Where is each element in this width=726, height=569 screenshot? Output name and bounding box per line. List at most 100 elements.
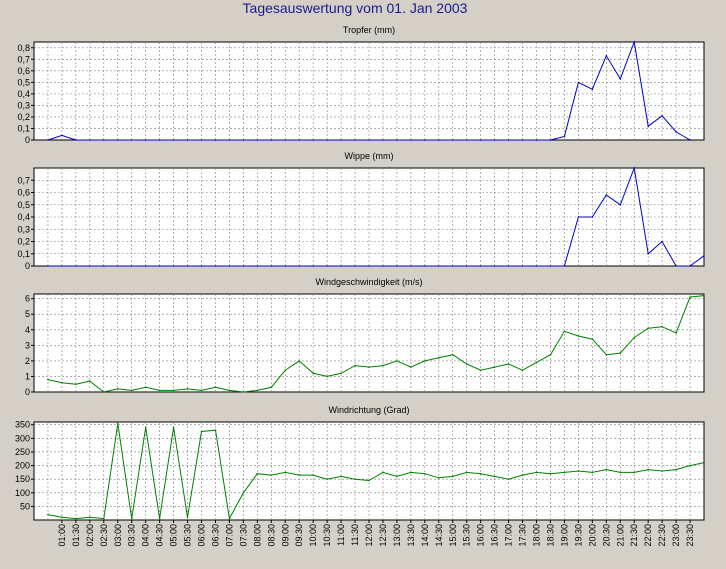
data-point bbox=[521, 265, 524, 267]
data-point bbox=[633, 336, 635, 339]
data-point bbox=[605, 194, 608, 196]
data-point bbox=[702, 255, 705, 257]
data-point bbox=[130, 389, 133, 392]
data-point bbox=[75, 383, 77, 386]
x-tick-label: 19:00 bbox=[559, 524, 569, 547]
data-point bbox=[158, 517, 161, 520]
x-tick-label: 18:30 bbox=[545, 524, 555, 547]
data-point bbox=[702, 462, 705, 464]
data-point bbox=[144, 386, 147, 389]
x-tick-label: 04:30 bbox=[155, 524, 165, 547]
data-point bbox=[382, 364, 384, 367]
data-point bbox=[410, 471, 412, 474]
y-tick-label: 0,2 bbox=[17, 112, 30, 122]
data-point bbox=[424, 360, 426, 362]
chart-panel-3: Windgeschwindigkeit (m/s) 0 1 2 3 4 5 6 bbox=[25, 277, 705, 397]
x-tick-label: 07:30 bbox=[238, 524, 248, 547]
data-point bbox=[549, 472, 552, 475]
y-tick-label: 0,6 bbox=[17, 66, 30, 76]
data-point bbox=[535, 471, 538, 474]
data-point bbox=[284, 139, 287, 141]
x-tick-label: 10:00 bbox=[308, 524, 318, 547]
data-point bbox=[61, 265, 63, 267]
data-point bbox=[144, 426, 147, 429]
panel-title: Tropfer (mm) bbox=[343, 25, 395, 35]
data-point bbox=[326, 139, 328, 141]
data-point bbox=[619, 204, 622, 206]
data-point bbox=[47, 139, 49, 141]
x-tick-label: 11:00 bbox=[336, 524, 346, 546]
data-point bbox=[130, 139, 133, 141]
panel-title: Windrichtung (Grad) bbox=[328, 405, 409, 415]
data-point bbox=[186, 139, 189, 141]
data-point bbox=[535, 361, 538, 364]
chart-panel-4: Windrichtung (Grad) 50 100 150 200 250 300 350 bbox=[15, 405, 705, 521]
data-point bbox=[549, 353, 552, 356]
x-tick-label: 13:00 bbox=[392, 524, 402, 547]
data-point bbox=[284, 471, 287, 474]
data-point bbox=[130, 265, 133, 267]
data-point bbox=[507, 478, 510, 481]
data-point bbox=[144, 139, 147, 141]
data-point bbox=[633, 167, 635, 169]
y-tick-label: 6 bbox=[25, 294, 30, 304]
y-tick-label: 0,5 bbox=[17, 200, 30, 210]
data-point bbox=[256, 472, 259, 475]
data-point bbox=[591, 338, 594, 340]
y-tick-label: 5 bbox=[25, 309, 30, 319]
x-tick-label: 16:00 bbox=[476, 524, 486, 547]
data-point bbox=[172, 265, 175, 267]
x-tick-label: 01:00 bbox=[57, 524, 67, 547]
data-point bbox=[354, 139, 356, 141]
data-point bbox=[340, 139, 342, 141]
x-tick-label: 20:30 bbox=[601, 524, 611, 547]
data-point bbox=[340, 372, 342, 375]
data-point bbox=[549, 139, 552, 141]
x-tick-label: 23:00 bbox=[671, 524, 681, 547]
data-point bbox=[577, 216, 580, 218]
x-tick-label: 01:30 bbox=[71, 524, 81, 547]
x-tick-label: 09:00 bbox=[280, 524, 290, 547]
data-point bbox=[563, 135, 566, 138]
data-point bbox=[270, 386, 273, 389]
x-tick-label: 22:30 bbox=[657, 524, 667, 547]
data-point bbox=[368, 265, 370, 267]
data-point bbox=[89, 265, 91, 267]
data-point bbox=[647, 327, 649, 330]
data-point bbox=[47, 378, 49, 381]
x-tick-label: 03:30 bbox=[127, 524, 137, 547]
y-tick-label: 50 bbox=[20, 501, 30, 511]
data-point bbox=[256, 265, 259, 267]
data-point bbox=[591, 88, 594, 91]
data-point bbox=[647, 468, 649, 471]
data-point bbox=[452, 265, 454, 267]
x-tick-label: 12:00 bbox=[364, 524, 374, 547]
data-point bbox=[633, 41, 635, 43]
data-point bbox=[382, 471, 384, 474]
x-tick-label: 06:30 bbox=[210, 524, 220, 547]
x-tick-label: 02:30 bbox=[99, 524, 109, 547]
x-tick-label: 12:30 bbox=[378, 524, 388, 547]
data-point bbox=[103, 139, 105, 141]
panel-title: Wippe (mm) bbox=[345, 151, 394, 161]
data-point bbox=[479, 472, 482, 475]
y-tick-label: 4 bbox=[25, 325, 30, 335]
series-line bbox=[47, 423, 704, 521]
data-point bbox=[577, 81, 580, 84]
x-tick-label: 20:00 bbox=[587, 524, 597, 547]
data-point bbox=[270, 265, 273, 267]
data-point bbox=[75, 517, 77, 520]
data-point bbox=[633, 471, 635, 474]
x-tick-label: 07:00 bbox=[224, 524, 234, 547]
data-point bbox=[172, 139, 175, 141]
data-point bbox=[647, 125, 649, 127]
data-point bbox=[117, 139, 119, 141]
y-tick-label: 0,5 bbox=[17, 77, 30, 87]
data-point bbox=[591, 471, 594, 474]
x-tick-label: 06:00 bbox=[197, 524, 207, 547]
data-point bbox=[298, 474, 301, 476]
data-point bbox=[438, 477, 440, 479]
data-point bbox=[298, 360, 301, 362]
data-point bbox=[158, 139, 161, 141]
x-tick-label: 10:30 bbox=[322, 524, 332, 547]
